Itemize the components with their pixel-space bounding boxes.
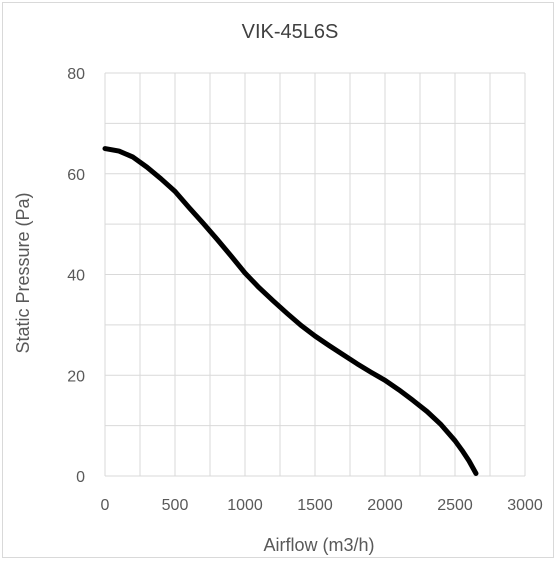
series-group bbox=[102, 146, 479, 476]
x-tick-label: 0 bbox=[101, 497, 110, 514]
x-tick-label: 1000 bbox=[227, 497, 263, 514]
series-line bbox=[102, 146, 479, 476]
x-tick-label: 500 bbox=[162, 497, 189, 514]
x-tick-label: 1500 bbox=[297, 497, 333, 514]
y-tick-label: 60 bbox=[67, 167, 85, 184]
y-axis-title: Static Pressure (Pa) bbox=[13, 192, 33, 353]
chart-frame: 0 500 1000 1500 2000 2500 3000 0 20 40 60 80 VIK-4… bbox=[2, 2, 554, 558]
y-tick-label: 0 bbox=[76, 469, 85, 486]
x-tick-label: 2500 bbox=[437, 497, 473, 514]
x-axis-title: Airflow (m3/h) bbox=[263, 535, 374, 555]
gridlines bbox=[104, 72, 526, 477]
chart-title: VIK-45L6S bbox=[242, 21, 339, 43]
x-axis-tick-labels: 0 500 1000 1500 2000 2500 3000 bbox=[101, 497, 543, 514]
x-tick-label: 2000 bbox=[367, 497, 403, 514]
y-tick-label: 80 bbox=[67, 66, 85, 83]
y-tick-label: 20 bbox=[67, 368, 85, 385]
y-axis-tick-labels: 0 20 40 60 80 bbox=[67, 66, 85, 486]
line-chart: 0 500 1000 1500 2000 2500 3000 0 20 40 60 80 VIK-4… bbox=[13, 21, 543, 555]
x-tick-label: 3000 bbox=[507, 497, 543, 514]
y-tick-label: 40 bbox=[67, 268, 85, 285]
